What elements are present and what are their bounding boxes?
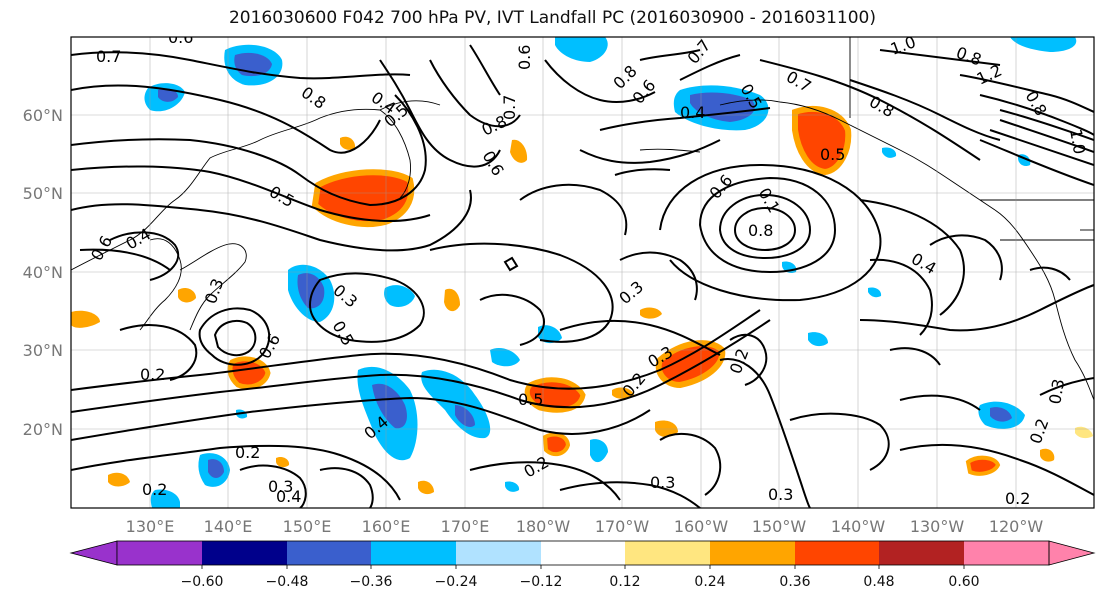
lon-tick-label: 180°W <box>516 517 571 536</box>
lon-tick-label: 150°W <box>752 517 807 536</box>
colorbar-extend-low <box>69 540 118 566</box>
longitude-axis: 130°E 140°E 150°E 160°E 170°E 180°W 170°… <box>126 517 1044 536</box>
contour-label: 0.2 <box>235 443 260 462</box>
contour-label: 0.5 <box>820 145 845 164</box>
colorbar-segment <box>625 541 710 565</box>
lon-tick-label: 150°E <box>283 517 332 536</box>
colorbar-segment <box>117 541 202 565</box>
plot-frame <box>70 36 1095 509</box>
contour-label: 0.4 <box>680 103 705 122</box>
lon-tick-label: 140°W <box>831 517 886 536</box>
contour-label: 0.4 <box>276 487 301 506</box>
lon-tick-label: 130°W <box>910 517 965 536</box>
contour-label: 0.7 <box>96 47 121 66</box>
colorbar-tick-label: −0.48 <box>266 574 309 590</box>
colorbar-tick-label: −0.12 <box>520 574 563 590</box>
coastlines <box>71 37 1094 401</box>
contour-label: 0.7 <box>500 95 519 120</box>
pv-contours <box>71 44 1094 508</box>
contour-label: 0.8 <box>748 221 773 240</box>
colorbar-segment <box>371 541 456 565</box>
contour-label: 0.3 <box>1045 377 1068 405</box>
colorbar-tick-label: 0.60 <box>948 574 979 590</box>
lon-tick-label: 170°E <box>441 517 490 536</box>
gridlines <box>71 37 1094 508</box>
colorbar-segment <box>287 541 371 565</box>
colorbar-tick-label: 0.24 <box>694 574 725 590</box>
colorbar-tick-label: 0.48 <box>863 574 894 590</box>
lat-tick-label: 60°N <box>23 106 63 125</box>
colorbar-segment <box>879 541 964 565</box>
colorbar-tick-label: 0.12 <box>609 574 640 590</box>
lon-tick-label: 160°W <box>674 517 729 536</box>
contour-label: 0.6 <box>168 28 193 47</box>
lon-tick-label: 170°W <box>595 517 650 536</box>
colorbar-segment <box>964 541 1049 565</box>
lat-tick-label: 30°N <box>23 341 63 360</box>
colorbar-segment <box>456 541 541 565</box>
lon-tick-label: 160°E <box>362 517 411 536</box>
colorbar-segment <box>795 541 879 565</box>
colorbar-segment <box>541 541 625 565</box>
colorbar-tick-label: −0.36 <box>350 574 393 590</box>
contour-label: 0.2 <box>142 480 167 499</box>
plot-area <box>71 37 1094 508</box>
contour-label: 1.0 <box>1066 127 1089 155</box>
lat-tick-label: 50°N <box>23 184 63 203</box>
lat-tick-label: 20°N <box>23 420 63 439</box>
colorbar: −0.60 −0.48 −0.36 −0.24 −0.12 0.12 0.24 … <box>69 540 1096 590</box>
contour-label: 0.3 <box>650 473 675 492</box>
contour-label: 0.6 <box>515 45 534 70</box>
contour-label: 0.2 <box>1005 489 1030 508</box>
contour-label: 0.3 <box>268 477 293 496</box>
colorbar-segment <box>710 541 795 565</box>
colorbar-tick-label: −0.60 <box>181 574 224 590</box>
colorbar-tick-label: −0.24 <box>435 574 478 590</box>
lat-tick-label: 40°N <box>23 263 63 282</box>
lon-tick-label: 130°E <box>126 517 175 536</box>
contour-label: 0.2 <box>140 365 165 384</box>
colorbar-segment <box>202 541 287 565</box>
contour-label: 0.3 <box>768 485 793 504</box>
shaded-anomalies <box>71 37 1093 508</box>
colorbar-extend-high <box>1048 540 1096 566</box>
map-title: 2016030600 F042 700 hPa PV, IVT Landfall… <box>228 8 876 28</box>
lon-tick-label: 120°W <box>989 517 1044 536</box>
latitude-axis: 60°N 50°N 40°N 30°N 20°N <box>23 106 63 439</box>
lon-tick-label: 140°E <box>204 517 253 536</box>
colorbar-tick-label: 0.36 <box>779 574 810 590</box>
contour-label: 0.5 <box>518 390 543 409</box>
